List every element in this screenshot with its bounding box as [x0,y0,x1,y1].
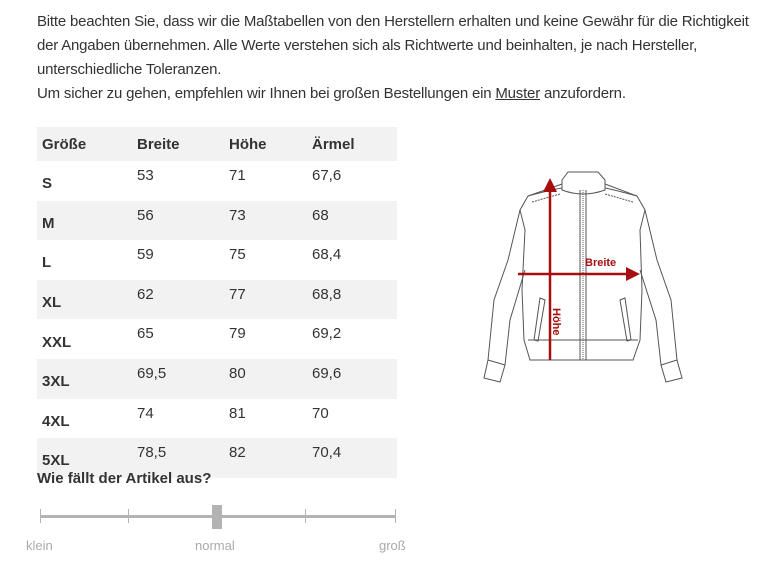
height-cell: 71 [229,167,246,184]
slider-thumb [212,505,222,529]
width-cell: 74 [137,404,154,422]
table-row: S 53 71 67,6 [37,161,397,201]
sample-link[interactable]: Muster [495,85,540,102]
sleeve-cell: 69,2 [312,325,342,343]
table-row: M 56 73 68 [37,200,397,241]
jacket-outline-icon [483,171,683,383]
size-cell: M [42,214,55,232]
height-cell: 77 [229,285,246,303]
fit-label-normal: normal [195,538,235,553]
size-cell: 3XL [42,373,70,391]
header-size: Größe [42,135,87,153]
table-row: L 59 75 68,4 [37,240,397,280]
height-cell: 81 [229,404,246,422]
sleeve-cell: 70 [312,404,329,422]
width-cell: 56 [137,206,154,224]
sleeve-cell: 69,6 [312,364,342,382]
width-cell: 78,5 [137,444,167,462]
table-row: 5XL 78,5 82 70,4 [37,438,397,478]
disclaimer-text: Bitte beachten Sie, dass wir die Maßtabe… [37,13,749,78]
width-arrow-icon [518,267,640,281]
slider-tick [40,509,41,523]
header-width: Breite [137,135,180,153]
jacket-measurement-diagram: Breite Höhe [483,171,683,383]
size-cell: L [42,254,52,272]
size-cell: XL [42,294,62,312]
width-cell: 59 [137,246,154,264]
size-cell: 4XL [42,412,70,430]
size-cell: 5XL [42,452,70,470]
sleeve-cell: 68,4 [312,246,342,264]
sleeve-cell: 67,6 [312,167,342,184]
slider-tick [395,509,396,523]
height-cell: 82 [229,444,246,462]
table-row: 3XL 69,5 80 69,6 [37,358,397,399]
width-cell: 53 [137,167,154,184]
header-sleeve: Ärmel [312,135,355,153]
sleeve-cell: 68,8 [312,285,342,303]
size-cell: XXL [42,333,72,351]
slider-tick [128,509,129,523]
fit-label-small: klein [26,538,53,553]
width-cell: 62 [137,285,154,303]
table-row: 4XL 74 81 70 [37,399,397,439]
width-cell: 65 [137,325,154,343]
size-cell: S [42,175,53,193]
table-row: XXL 65 79 69,2 [37,319,397,359]
sample-note: Um sicher zu gehen, empfehlen wir Ihnen … [37,85,626,102]
height-cell: 73 [229,206,246,224]
size-disclaimer: Bitte beachten Sie, dass wir die Maßtabe… [37,10,757,106]
sleeve-cell: 70,4 [312,444,342,462]
fit-label-large: groß [379,538,406,553]
fit-question: Wie fällt der Artikel aus? [37,470,212,487]
table-row: XL 62 77 68,8 [37,279,397,320]
table-header-row: Größe Breite Höhe Ärmel [37,127,397,161]
height-cell: 79 [229,325,246,343]
header-height: Höhe [229,135,267,153]
slider-tick [305,509,306,523]
size-table: Größe Breite Höhe Ärmel S 53 71 67,6 M 56 73 6… [37,127,397,478]
fit-rating-slider [40,505,396,529]
width-cell: 69,5 [137,364,167,382]
sleeve-cell: 68 [312,206,329,224]
height-cell: 75 [229,246,246,264]
breite-label: Breite [585,257,616,269]
height-cell: 80 [229,364,246,382]
hoehe-label: Höhe [550,308,562,336]
